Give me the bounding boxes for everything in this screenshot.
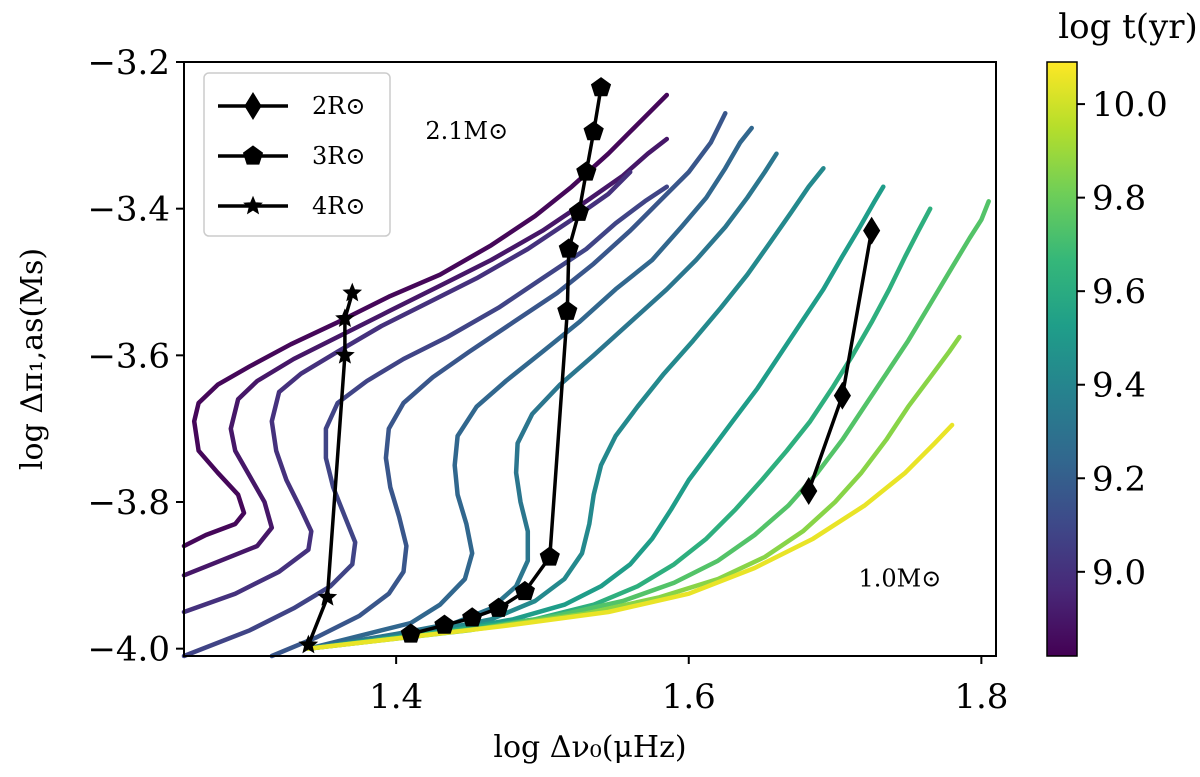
track-line-4 [269,111,728,659]
pentagon-marker [590,77,612,97]
track-line-10 [306,199,991,651]
pentagon-marker [488,597,509,617]
x-tick-label: 1.4 [369,677,423,717]
colorbar-tick-label: 9.6 [1092,272,1146,312]
pentagon-marker [434,614,455,634]
track-line-2 [181,169,633,615]
y-tick-label: −3.6 [87,336,170,376]
colorbar-tick-label: 9.4 [1092,366,1146,406]
track-line-7 [306,166,826,651]
y-tick-label: −4.0 [87,630,170,670]
diamond-marker [833,381,851,410]
track-line-12 [306,422,955,651]
x-tick-label: 1.8 [954,677,1008,717]
x-tick-label: 1.6 [662,677,716,717]
pentagon-marker [557,300,578,320]
track-line-9 [306,206,933,651]
annotation-1-0-msun: 1.0M⊙ [858,564,941,592]
y-axis-ticks: −3.2 −3.4 −3.6 −3.8 −4.0 [87,43,184,670]
star-marker [298,634,319,654]
annotation-2-1-msun: 2.1M⊙ [425,117,508,145]
legend-entries [218,92,288,215]
x-axis-ticks: 1.4 1.6 1.8 [369,656,1008,717]
y-tick-label: −3.4 [87,190,170,230]
y-tick-label: −3.2 [87,43,170,83]
legend-label-3r: 3R⊙ [312,142,365,170]
star-marker [335,344,355,364]
colorbar-tick-label: 9.0 [1092,553,1146,593]
y-axis-label: log Δπ₁,as(Ms) [15,248,50,470]
pentagon-marker [576,161,597,181]
pentagon-marker [514,580,535,601]
pentagon-marker [539,546,560,566]
colorbar-tick-label: 9.8 [1092,179,1146,219]
legend-label-4r: 4R⊙ [312,192,365,220]
pentagon-marker [462,607,483,627]
legend-star-marker [243,195,263,215]
pentagon-marker [558,238,579,258]
legend-diamond-marker [244,92,262,120]
y-tick-label: −3.8 [87,483,170,523]
track-line-5 [306,125,754,651]
colorbar-ticks: 9.0 9.2 9.4 9.6 9.8 10.0 [1077,85,1168,593]
colorbar: 9.0 9.2 9.4 9.6 9.8 10.0 log t(yr) [1046,7,1198,657]
colorbar-bar [1046,61,1078,657]
evolution-tracks [181,92,991,659]
x-axis-label: log Δν₀(μHz) [493,730,686,765]
track-line-3 [181,184,670,659]
track-line-8 [306,184,886,651]
diamond-marker [863,216,881,245]
star-marker [335,308,355,327]
star-marker [342,282,363,302]
track-line-11 [306,334,962,651]
plot-frame [183,61,997,657]
star-marker [317,586,338,606]
colorbar-tick-label: 10.0 [1092,85,1168,125]
colorbar-tick-label: 9.2 [1092,459,1146,499]
radius-lines [298,77,881,654]
pentagon-marker [568,201,590,221]
pentagon-marker [583,121,604,141]
legend: 2R⊙ 3R⊙ 4R⊙ [203,72,391,237]
legend-label-2r: 2R⊙ [312,92,365,120]
colorbar-title: log t(yr) [1058,7,1198,47]
pentagon-marker [400,623,421,643]
legend-pentagon-marker [242,145,264,165]
diamond-marker [800,477,818,505]
